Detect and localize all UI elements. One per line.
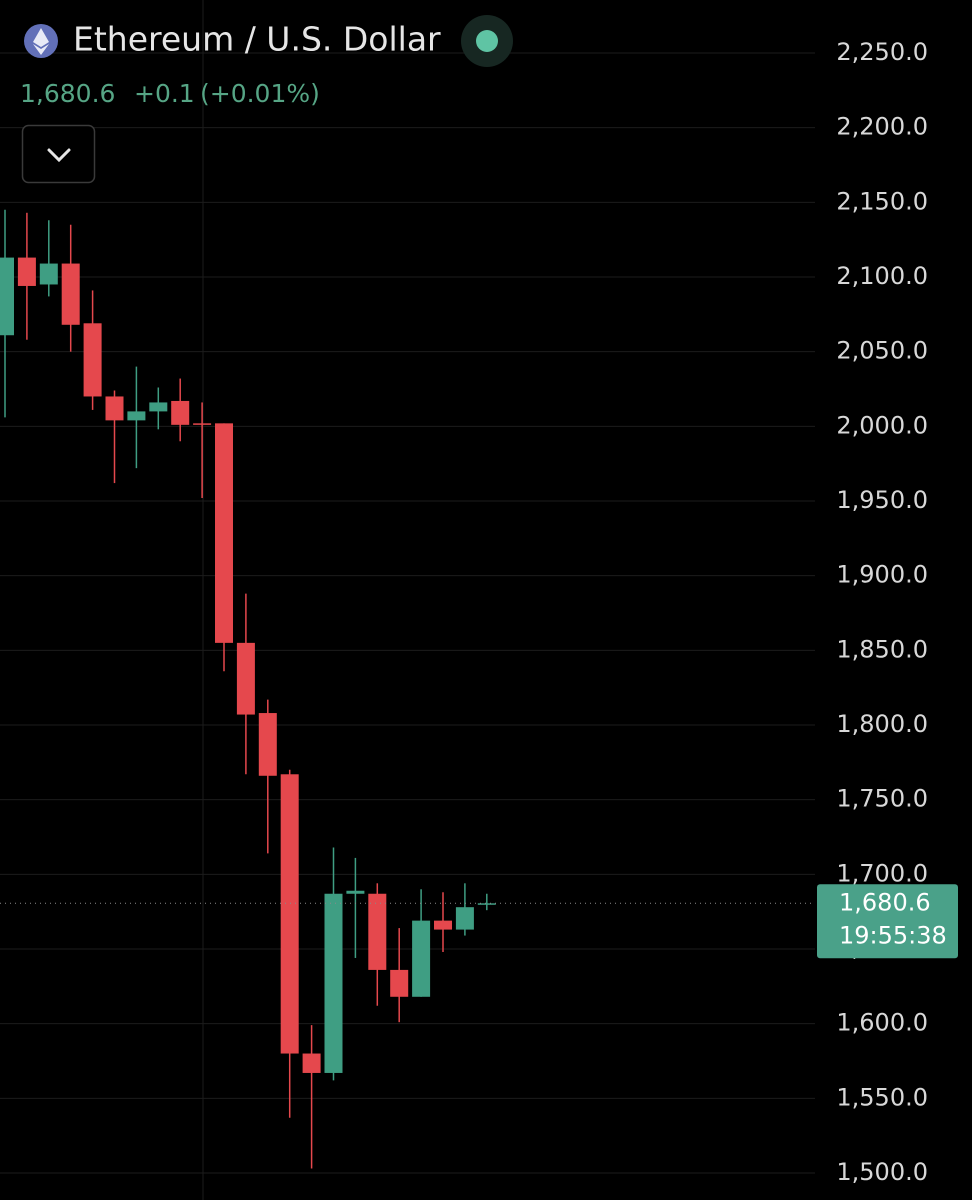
candle-body [149, 402, 168, 412]
candle-body [105, 396, 124, 421]
change: +0.1 [134, 79, 195, 108]
y-tick-label: 2,100.0 [836, 262, 928, 290]
y-tick-label: 2,200.0 [836, 113, 928, 141]
candle-body [434, 920, 452, 930]
last-price-box [817, 884, 958, 959]
y-tick-label: 1,800.0 [836, 710, 928, 738]
candle-body [258, 713, 277, 776]
y-tick-label: 1,850.0 [836, 635, 928, 663]
candle-body [193, 423, 212, 425]
y-tick-label: 1,750.0 [836, 785, 928, 813]
y-tick-label: 1,900.0 [836, 561, 928, 589]
candle-body [412, 920, 431, 997]
candle-body [302, 1053, 321, 1073]
eth-icon-glyph [33, 28, 49, 55]
candle-body [0, 257, 14, 336]
status-dot [476, 30, 498, 52]
y-tick-label: 2,000.0 [836, 411, 928, 439]
y-tick-label: 1,950.0 [836, 486, 928, 514]
change-percent: (+0.01%) [200, 79, 320, 108]
y-tick-label: 1,700.0 [836, 859, 928, 887]
y-tick-label: 1,500.0 [836, 1158, 928, 1186]
candle-body [324, 893, 343, 1073]
candle-body [83, 323, 102, 397]
y-tick-label: 2,050.0 [836, 337, 928, 365]
candle-body [280, 774, 299, 1054]
candle-body [346, 890, 365, 894]
symbol-title: Ethereum / U.S. Dollar [73, 20, 441, 59]
candle-body [390, 969, 409, 997]
y-tick-label: 1,600.0 [836, 1009, 928, 1037]
candle-body [17, 257, 36, 286]
candle-body [215, 423, 233, 643]
y-tick-label: 2,150.0 [836, 187, 928, 215]
candle-body [236, 642, 255, 715]
chevron-icon [47, 148, 71, 163]
candle-body [127, 411, 146, 421]
candles [0, 209, 496, 1169]
candle-body [39, 263, 58, 285]
candle-body [477, 903, 496, 905]
last-price-label: 1,680.6 [839, 888, 931, 916]
candle-body [368, 893, 387, 970]
candle-body [455, 907, 474, 930]
y-axis: 1,500.01,550.01,600.01,650.01,700.01,750… [836, 38, 928, 1186]
candle-body [61, 263, 80, 325]
price: 1,680.6 [20, 79, 115, 108]
collapse-button[interactable] [21, 124, 96, 184]
y-tick-label: 2,250.0 [836, 38, 928, 66]
candle-body [171, 400, 190, 425]
y-tick-label: 1,550.0 [836, 1083, 928, 1111]
countdown-label: 19:55:38 [839, 921, 947, 949]
